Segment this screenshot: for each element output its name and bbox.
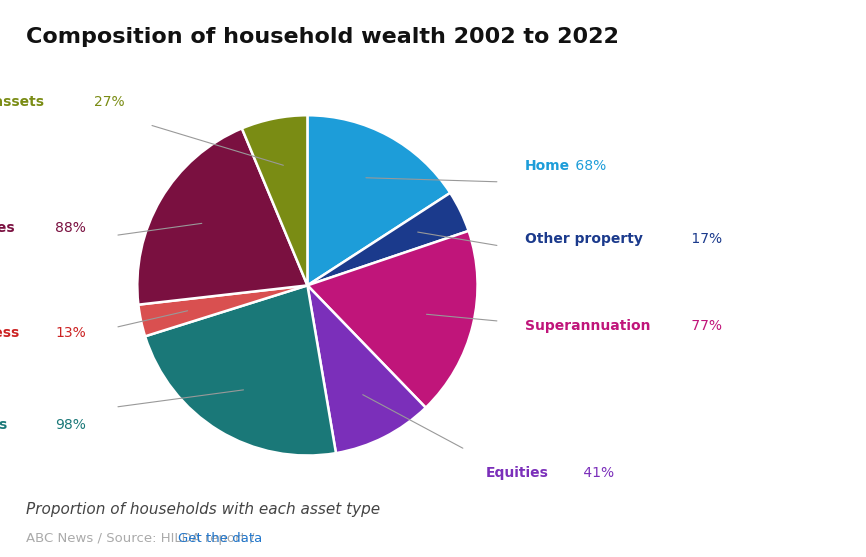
Text: Other property: Other property [525,232,643,246]
Text: Home: Home [525,159,571,173]
Wedge shape [307,115,450,285]
Text: Composition of household wealth 2002 to 2022: Composition of household wealth 2002 to … [26,27,619,47]
Text: 68%: 68% [572,159,607,173]
Wedge shape [307,285,426,453]
Text: Proportion of households with each asset type: Proportion of households with each asset… [26,502,380,517]
Text: 17%: 17% [688,232,722,246]
Text: ABC News / Source: HILDA report /: ABC News / Source: HILDA report / [26,532,259,545]
Text: 27%: 27% [94,95,125,109]
Wedge shape [138,128,307,305]
Text: Get the data: Get the data [178,532,262,545]
Text: Bank accounts: Bank accounts [0,418,7,432]
Text: Vehicles: Vehicles [0,221,16,234]
Wedge shape [307,231,477,408]
Text: Superannuation: Superannuation [525,319,650,333]
Text: 13%: 13% [55,326,86,340]
Text: Business: Business [0,326,20,340]
Text: 88%: 88% [55,221,86,234]
Wedge shape [139,285,307,336]
Text: 98%: 98% [55,418,86,432]
Text: Equities: Equities [486,466,549,480]
Wedge shape [145,285,336,456]
Text: 41%: 41% [578,466,614,480]
Text: Other assets: Other assets [0,95,43,109]
Wedge shape [307,193,469,285]
Wedge shape [242,115,307,285]
Text: 77%: 77% [688,319,722,333]
